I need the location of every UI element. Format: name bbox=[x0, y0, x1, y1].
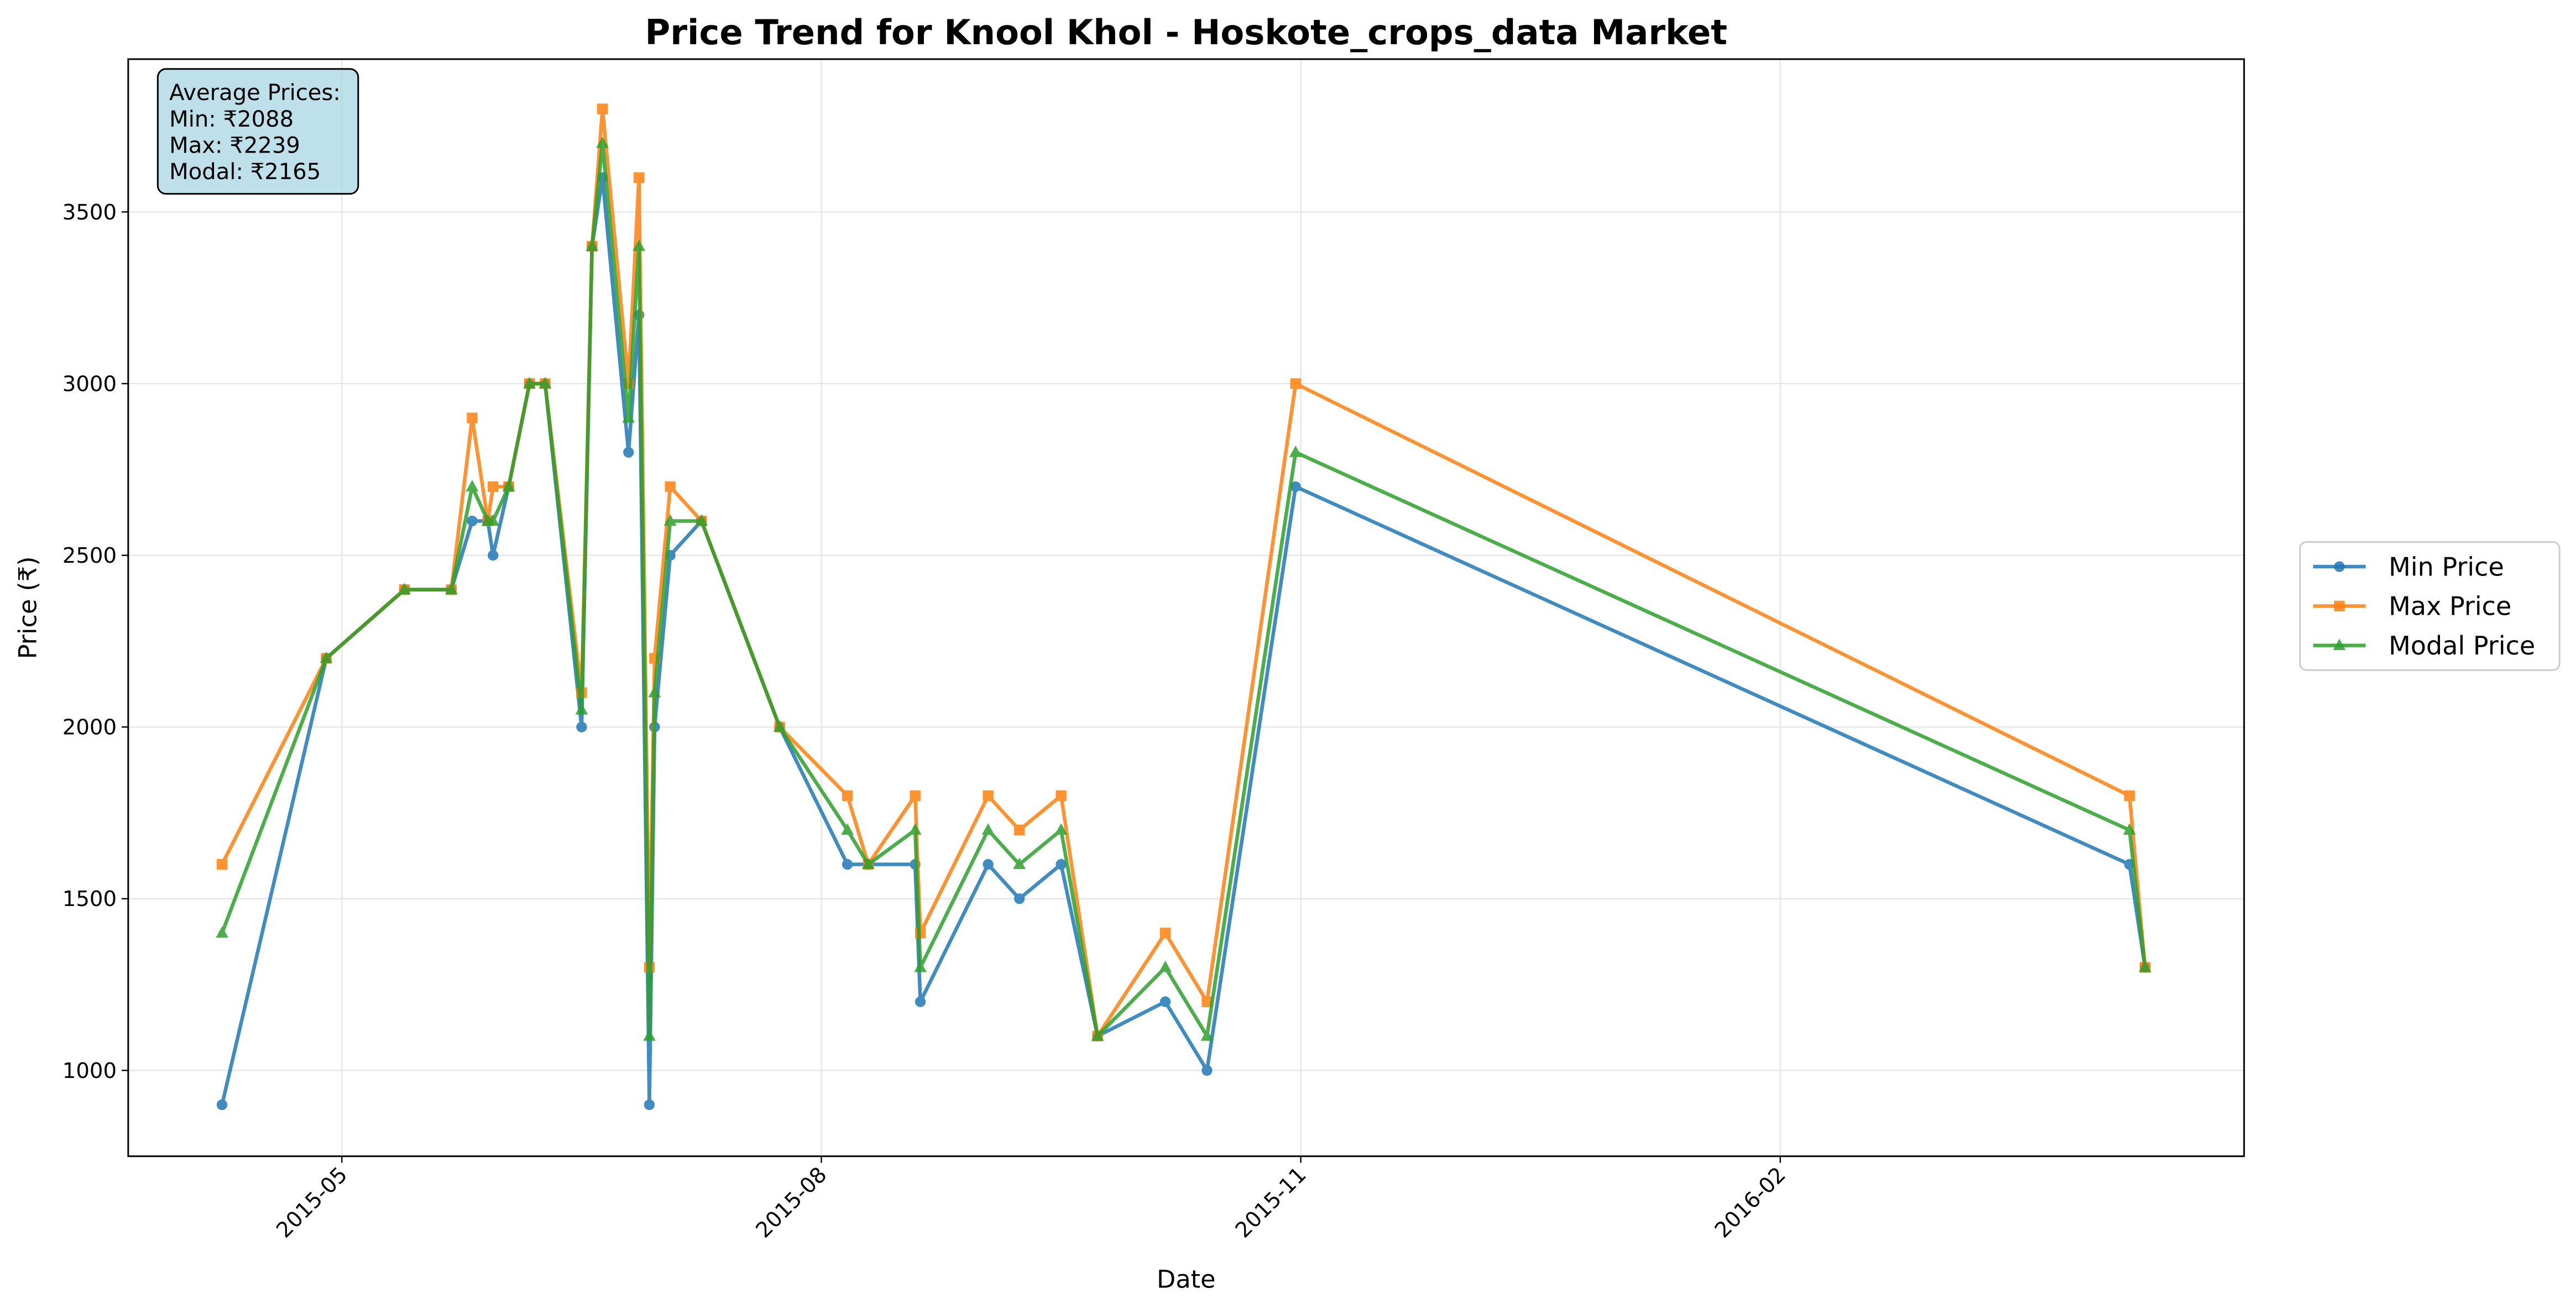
series bbox=[216, 136, 2151, 1041]
marker bbox=[1056, 790, 1067, 802]
marker bbox=[539, 376, 552, 389]
legend-marker bbox=[2333, 638, 2346, 651]
marker bbox=[643, 1029, 656, 1041]
marker bbox=[466, 480, 479, 491]
marker bbox=[445, 583, 458, 595]
marker bbox=[1159, 928, 1171, 939]
marker bbox=[915, 996, 926, 1007]
marker bbox=[663, 514, 677, 526]
legend-marker bbox=[2334, 600, 2345, 612]
marker bbox=[596, 136, 609, 148]
annotation-box bbox=[156, 68, 359, 195]
marker bbox=[488, 549, 499, 561]
y-tick-label: 2000 bbox=[62, 715, 117, 740]
marker bbox=[576, 721, 587, 732]
marker bbox=[983, 859, 994, 870]
y-tick-label: 3500 bbox=[62, 200, 117, 225]
marker bbox=[502, 480, 515, 491]
marker bbox=[1201, 1065, 1213, 1076]
marker bbox=[523, 376, 536, 389]
marker bbox=[908, 823, 922, 835]
y-tick-label: 1500 bbox=[62, 887, 117, 912]
annotation-text: Average Prices: bbox=[169, 80, 341, 106]
marker bbox=[216, 1099, 228, 1111]
marker bbox=[842, 859, 853, 870]
legend-label: Modal Price bbox=[2389, 631, 2535, 661]
marker bbox=[1054, 823, 1068, 835]
marker bbox=[467, 412, 478, 423]
marker bbox=[1159, 996, 1171, 1007]
marker bbox=[575, 703, 588, 715]
marker bbox=[842, 790, 853, 802]
marker bbox=[216, 926, 228, 938]
marker bbox=[914, 960, 927, 972]
marker bbox=[320, 651, 333, 663]
marker bbox=[1159, 960, 1172, 972]
annotation-text: Max: ₹2239 bbox=[169, 133, 300, 158]
marker bbox=[1014, 893, 1025, 904]
legend-box bbox=[2299, 541, 2561, 671]
plot-frame bbox=[127, 58, 2245, 1158]
marker bbox=[1289, 445, 1302, 457]
chart-title: Price Trend for Knool Khol - Hoskote_cro… bbox=[645, 12, 1727, 53]
marker bbox=[2123, 823, 2136, 835]
marker bbox=[983, 790, 994, 802]
marker bbox=[487, 514, 500, 526]
annotation-text: Modal: ₹2165 bbox=[169, 159, 321, 185]
y-tick-label: 2500 bbox=[62, 543, 117, 568]
marker bbox=[633, 239, 645, 251]
marker bbox=[644, 1099, 655, 1111]
legend-marker bbox=[2334, 561, 2345, 572]
marker bbox=[861, 857, 875, 870]
marker bbox=[910, 790, 921, 802]
marker bbox=[597, 103, 608, 114]
annotation-text: Min: ₹2088 bbox=[169, 107, 294, 132]
marker bbox=[623, 447, 634, 458]
legend-label: Max Price bbox=[2389, 591, 2511, 621]
marker bbox=[622, 411, 635, 423]
marker bbox=[841, 823, 854, 835]
y-tick-label: 1000 bbox=[62, 1059, 117, 1083]
y-axis-label: Price (₹) bbox=[13, 556, 42, 659]
marker bbox=[398, 583, 411, 595]
marker bbox=[2139, 960, 2151, 972]
marker bbox=[1200, 1029, 1214, 1041]
marker bbox=[488, 481, 499, 493]
marker bbox=[586, 239, 599, 251]
y-tick-label: 3000 bbox=[62, 371, 117, 396]
marker bbox=[1013, 857, 1026, 870]
marker bbox=[1290, 378, 1301, 389]
marker bbox=[1014, 824, 1025, 836]
marker bbox=[773, 720, 786, 732]
marker bbox=[1091, 1029, 1104, 1041]
x-axis-label: Date bbox=[1157, 1265, 1215, 1294]
marker bbox=[633, 172, 645, 183]
marker bbox=[467, 515, 478, 527]
marker bbox=[695, 514, 708, 526]
marker bbox=[2124, 790, 2135, 802]
marker bbox=[216, 859, 228, 870]
marker bbox=[648, 685, 661, 698]
legend-label: Min Price bbox=[2389, 552, 2504, 582]
marker bbox=[981, 823, 995, 835]
marker bbox=[1056, 859, 1067, 870]
marker bbox=[665, 481, 676, 493]
legend: Min Price Max Price Modal Price bbox=[2299, 541, 2561, 671]
